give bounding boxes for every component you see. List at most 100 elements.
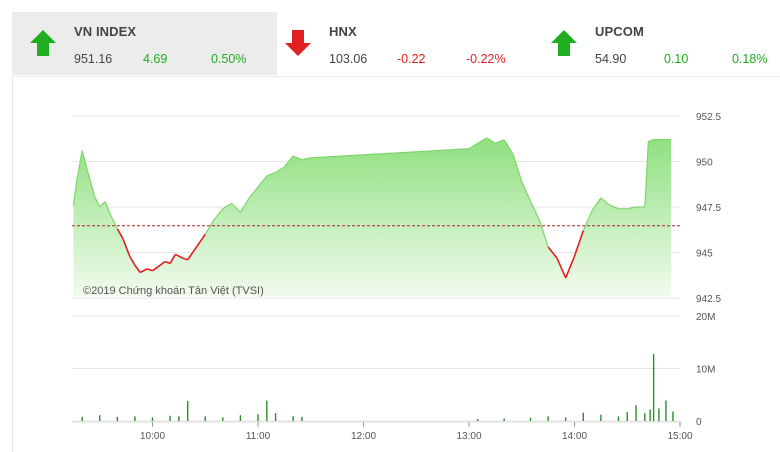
price-segment xyxy=(468,142,479,150)
price-segment xyxy=(556,257,567,279)
price-segment xyxy=(213,208,224,221)
arrow-down-icon xyxy=(285,30,311,56)
volume-bar xyxy=(186,401,189,421)
volume-bar xyxy=(178,416,180,421)
volume-bar xyxy=(257,414,259,421)
volume-grid xyxy=(72,315,680,422)
y-tick-label: 10M xyxy=(696,365,715,376)
price-segment xyxy=(72,179,78,206)
price-segment xyxy=(573,230,585,257)
index-name: VN INDEX xyxy=(74,24,137,39)
price-segment xyxy=(222,202,232,210)
price-segment xyxy=(139,268,148,274)
price-segment xyxy=(174,253,183,259)
volume-bar xyxy=(547,416,549,421)
volume-bar xyxy=(635,405,637,421)
price-segment xyxy=(310,148,470,159)
price-segment xyxy=(547,246,558,259)
price-segment xyxy=(477,137,487,144)
price-segment xyxy=(157,260,166,268)
index-price: 103.06 xyxy=(329,52,368,66)
price-segment xyxy=(99,201,106,208)
price-segment xyxy=(164,260,171,265)
x-tick-label: 14:00 xyxy=(562,431,587,442)
price-segment xyxy=(182,257,188,261)
volume-bar xyxy=(658,408,660,421)
volume-bar xyxy=(503,418,505,421)
price-segment xyxy=(187,246,198,261)
index-price: 951.16 xyxy=(74,52,113,66)
index-change: 4.69 xyxy=(143,52,168,66)
volume-bar xyxy=(529,417,532,421)
y-tick-label: 947.5 xyxy=(696,203,721,214)
volume-axis: 20M 10M 0 xyxy=(696,312,715,428)
price-segment xyxy=(503,139,514,155)
x-tick-label: 10:00 xyxy=(140,431,165,442)
price-segment xyxy=(195,233,206,248)
volume-bar xyxy=(600,414,602,421)
volume-bar xyxy=(301,416,303,421)
volume-bar xyxy=(266,400,268,421)
price-segment xyxy=(239,197,250,213)
y-tick-label: 945 xyxy=(696,249,713,260)
price-segment xyxy=(512,154,523,182)
price-segment xyxy=(283,155,294,168)
price-segment xyxy=(530,201,540,221)
price-segment xyxy=(486,137,496,144)
price-segment xyxy=(169,253,177,264)
price-segment xyxy=(292,155,303,161)
price-segment xyxy=(257,175,268,188)
x-tick-label: 13:00 xyxy=(456,431,481,442)
y-tick-label: 0 xyxy=(696,417,702,428)
index-header: VN INDEX 951.16 4.69 0.50% HNX 103.06 -0… xyxy=(0,0,780,76)
price-segment xyxy=(582,210,593,231)
volume-bar xyxy=(222,417,224,421)
volume-bar xyxy=(99,415,101,421)
index-change: -0.22 xyxy=(397,52,426,66)
price-segment xyxy=(86,170,96,197)
price-segment xyxy=(231,202,241,213)
price-segment xyxy=(591,197,602,211)
volume-bars xyxy=(81,353,674,421)
volume-bar xyxy=(292,416,294,421)
volume-bar xyxy=(274,413,277,421)
volume-bar xyxy=(477,418,479,421)
volume-bar xyxy=(672,411,674,421)
volume-bar xyxy=(626,412,628,421)
index-card-upcom[interactable]: UPCOM 54.90 0.10 0.18% xyxy=(533,12,780,75)
index-card-hnx[interactable]: HNX 103.06 -0.22 -0.22% xyxy=(277,12,542,75)
volume-bar xyxy=(239,415,242,421)
volume-bar xyxy=(665,400,667,421)
price-segment xyxy=(121,237,131,257)
price-segment xyxy=(146,268,153,272)
price-segment xyxy=(266,171,276,177)
price-segment xyxy=(116,228,124,239)
volume-bar xyxy=(151,417,154,421)
index-change: 0.10 xyxy=(664,52,689,66)
time-axis: 10:00 11:00 12:00 13:00 14:00 15:00 xyxy=(72,421,693,442)
volume-bar xyxy=(649,409,651,421)
price-segment xyxy=(248,186,259,199)
price-segment xyxy=(538,219,549,248)
price-segment xyxy=(521,181,532,202)
index-percent: 0.18% xyxy=(732,52,768,66)
y-tick-label: 952.5 xyxy=(696,112,721,123)
index-card-vnindex[interactable]: VN INDEX 951.16 4.69 0.50% xyxy=(12,12,277,75)
price-segment xyxy=(134,264,141,273)
index-name: UPCOM xyxy=(595,24,644,39)
arrow-up-icon xyxy=(551,30,577,56)
volume-bar xyxy=(204,416,206,421)
price-segment xyxy=(204,219,215,235)
volume-bar xyxy=(617,416,620,421)
index-percent: 0.50% xyxy=(211,52,247,66)
volume-bar xyxy=(169,415,171,421)
y-tick-label: 942.5 xyxy=(696,294,721,305)
volume-bar xyxy=(116,416,119,421)
price-segment xyxy=(644,141,649,208)
price-axis: 952.5 950 947.5 945 942.5 xyxy=(696,112,721,305)
price-line xyxy=(72,137,672,279)
price-segment xyxy=(627,206,637,210)
volume-bar xyxy=(81,416,83,421)
volume-bar xyxy=(582,412,584,421)
